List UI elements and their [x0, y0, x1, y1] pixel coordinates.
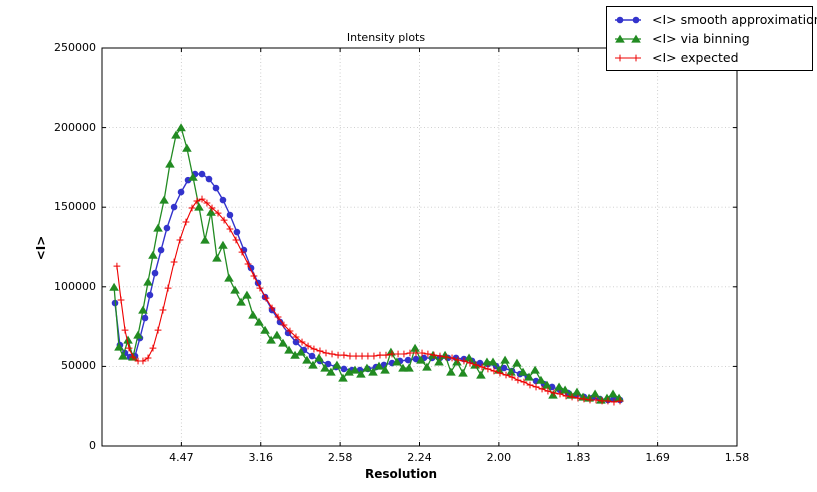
y-axis-label: <I> — [34, 235, 48, 261]
legend-item: <I> smooth approximation — [613, 10, 817, 29]
y-tick-label: 50000 — [61, 359, 96, 373]
legend-marker-sample — [615, 16, 641, 23]
legend-label: <I> smooth approximation — [652, 12, 817, 27]
series-line-1 — [113, 126, 620, 401]
legend-marker-sample — [615, 34, 641, 43]
legend-item: <I> via binning — [613, 29, 806, 48]
y-tick-label: 250000 — [54, 41, 96, 54]
x-tick-label: 3.16 — [248, 451, 274, 464]
x-tick-label: 1.83 — [566, 451, 591, 464]
x-tick-label: 2.58 — [327, 451, 353, 464]
legend: <I> smooth approximation <I> via binning <… — [606, 6, 817, 71]
series-markers-2 — [113, 195, 624, 406]
legend-label: <I> via binning — [652, 31, 750, 46]
y-tick-label: 200000 — [54, 120, 96, 134]
x-tick-label: 2.24 — [407, 451, 432, 464]
x-tick-label: 1.58 — [724, 451, 750, 464]
x-tick-label: 4.47 — [169, 451, 194, 464]
legend-marker-sample — [615, 54, 641, 61]
x-tick-label: 1.69 — [645, 451, 670, 464]
y-tick-label: 0 — [89, 439, 96, 452]
x-axis-label: Resolution — [364, 467, 438, 481]
y-tick-label: 100000 — [54, 279, 96, 293]
series-markers-1 — [109, 123, 624, 404]
x-tick-label: 2.00 — [486, 451, 512, 464]
chart-title: Intensity plots — [346, 31, 426, 44]
legend-label: <I> expected — [652, 50, 739, 65]
legend-item: <I> expected — [613, 48, 806, 67]
y-tick-label: 150000 — [54, 200, 96, 214]
